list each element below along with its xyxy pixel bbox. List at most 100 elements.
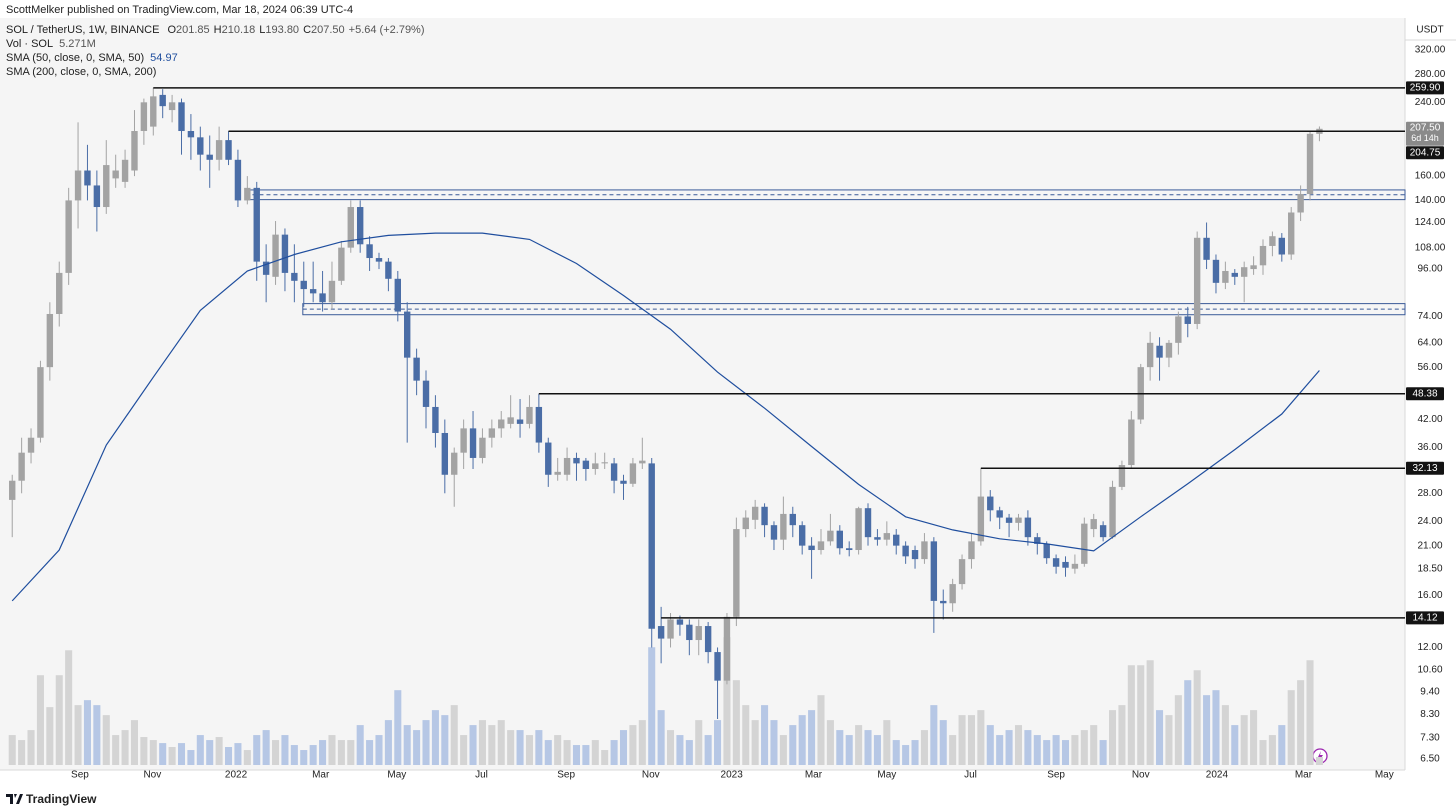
candle-body xyxy=(46,313,54,368)
volume-bar xyxy=(1287,690,1295,765)
candle-body xyxy=(1212,259,1220,283)
volume-bar xyxy=(347,740,355,765)
candle-body xyxy=(131,131,138,171)
candle-body xyxy=(930,541,938,601)
volume-bar xyxy=(1137,665,1145,765)
candle-body xyxy=(328,280,336,303)
candle-body xyxy=(460,428,467,453)
x-tick-label: May xyxy=(877,770,896,781)
candle-body xyxy=(1165,342,1173,358)
candle-body xyxy=(234,159,242,201)
x-tick-label: 2022 xyxy=(225,770,248,781)
x-tick-label: May xyxy=(387,770,406,781)
volume-bar xyxy=(1118,705,1126,765)
level-label: 259.90 xyxy=(1410,82,1441,93)
candle-body xyxy=(507,417,514,424)
candle-body xyxy=(338,247,345,281)
volume-bar xyxy=(892,740,900,765)
x-tick-label: Sep xyxy=(71,770,89,781)
volume-bar xyxy=(159,743,167,765)
candle-body xyxy=(977,496,985,542)
volume-bar xyxy=(1297,680,1305,765)
volume-bar xyxy=(902,745,910,765)
volume-bar xyxy=(121,730,129,765)
volume-bar xyxy=(206,740,214,765)
volume-bar xyxy=(478,720,486,765)
volume-bar xyxy=(1231,725,1239,765)
volume-bar xyxy=(112,735,120,765)
candle-body xyxy=(150,96,157,127)
volume-bar xyxy=(384,720,392,765)
y-tick-label: 74.00 xyxy=(1417,311,1442,322)
candle-body xyxy=(827,530,834,542)
volume-bar xyxy=(817,695,825,765)
candle-body xyxy=(103,165,110,208)
candle-body xyxy=(610,463,618,481)
x-tick-label: 2023 xyxy=(721,770,744,781)
level-label: 204.75 xyxy=(1410,147,1441,158)
candle-body xyxy=(987,496,994,511)
candle-body xyxy=(742,517,749,530)
candle-body xyxy=(1034,537,1041,544)
volume-bar xyxy=(46,707,54,765)
volume-bar xyxy=(140,737,148,765)
x-tick-label: May xyxy=(1375,770,1394,781)
legend-ohlc-value: 207.50 xyxy=(311,24,345,36)
volume-bar xyxy=(431,710,439,765)
volume-bar xyxy=(403,725,411,765)
volume-bar xyxy=(1024,730,1032,765)
candle-body xyxy=(817,541,825,551)
candle-body xyxy=(394,278,401,312)
volume-bar xyxy=(714,720,722,765)
volume-bar xyxy=(356,725,364,765)
y-tick-label: 108.00 xyxy=(1415,242,1446,253)
candle-body xyxy=(432,406,439,433)
x-tick-label: Nov xyxy=(1132,770,1150,781)
candle-body xyxy=(1062,561,1069,568)
volume-bar xyxy=(648,647,656,765)
candle-body xyxy=(1278,237,1286,255)
volume-bar xyxy=(657,710,665,765)
volume-bar xyxy=(1193,670,1201,765)
volume-bar xyxy=(676,735,684,765)
y-tick-label: 240.00 xyxy=(1415,97,1446,108)
volume-bar xyxy=(1061,740,1070,765)
volume-bar xyxy=(704,735,712,765)
volume-bar xyxy=(1221,705,1229,765)
volume-bar xyxy=(779,735,787,765)
volume-bar xyxy=(554,735,562,765)
volume-bar xyxy=(253,735,261,765)
volume-bar xyxy=(911,740,919,765)
x-tick-label: Nov xyxy=(642,770,660,781)
candle-body xyxy=(1193,237,1201,324)
volume-bar xyxy=(986,725,994,765)
volume-bar xyxy=(1268,735,1276,765)
candle-body xyxy=(1099,525,1107,538)
x-tick-label: Mar xyxy=(312,770,330,781)
volume-bar xyxy=(93,705,101,765)
volume-bar xyxy=(309,745,317,765)
level-label: 14.12 xyxy=(1412,613,1437,624)
candle-body xyxy=(1269,236,1276,246)
level-label: 32.13 xyxy=(1412,463,1437,474)
candle-body xyxy=(140,102,148,132)
volume-bar xyxy=(1259,740,1267,765)
candle-body xyxy=(893,534,900,546)
volume-bar xyxy=(638,720,646,765)
candle-body xyxy=(639,460,646,464)
x-tick-label: Mar xyxy=(1295,770,1313,781)
volume-bar xyxy=(826,720,834,765)
volume-bar xyxy=(319,740,327,765)
y-tick-label: 21.00 xyxy=(1417,540,1442,551)
candle-body xyxy=(1118,465,1126,487)
candle-body xyxy=(855,508,862,551)
volume-bar xyxy=(215,737,223,765)
volume-bar xyxy=(469,725,477,765)
candle-body xyxy=(404,311,411,358)
volume-bar xyxy=(591,740,599,765)
volume-bar xyxy=(572,745,581,765)
volume-bar xyxy=(920,730,928,765)
candle-body xyxy=(65,200,72,273)
candle-body xyxy=(733,529,740,617)
